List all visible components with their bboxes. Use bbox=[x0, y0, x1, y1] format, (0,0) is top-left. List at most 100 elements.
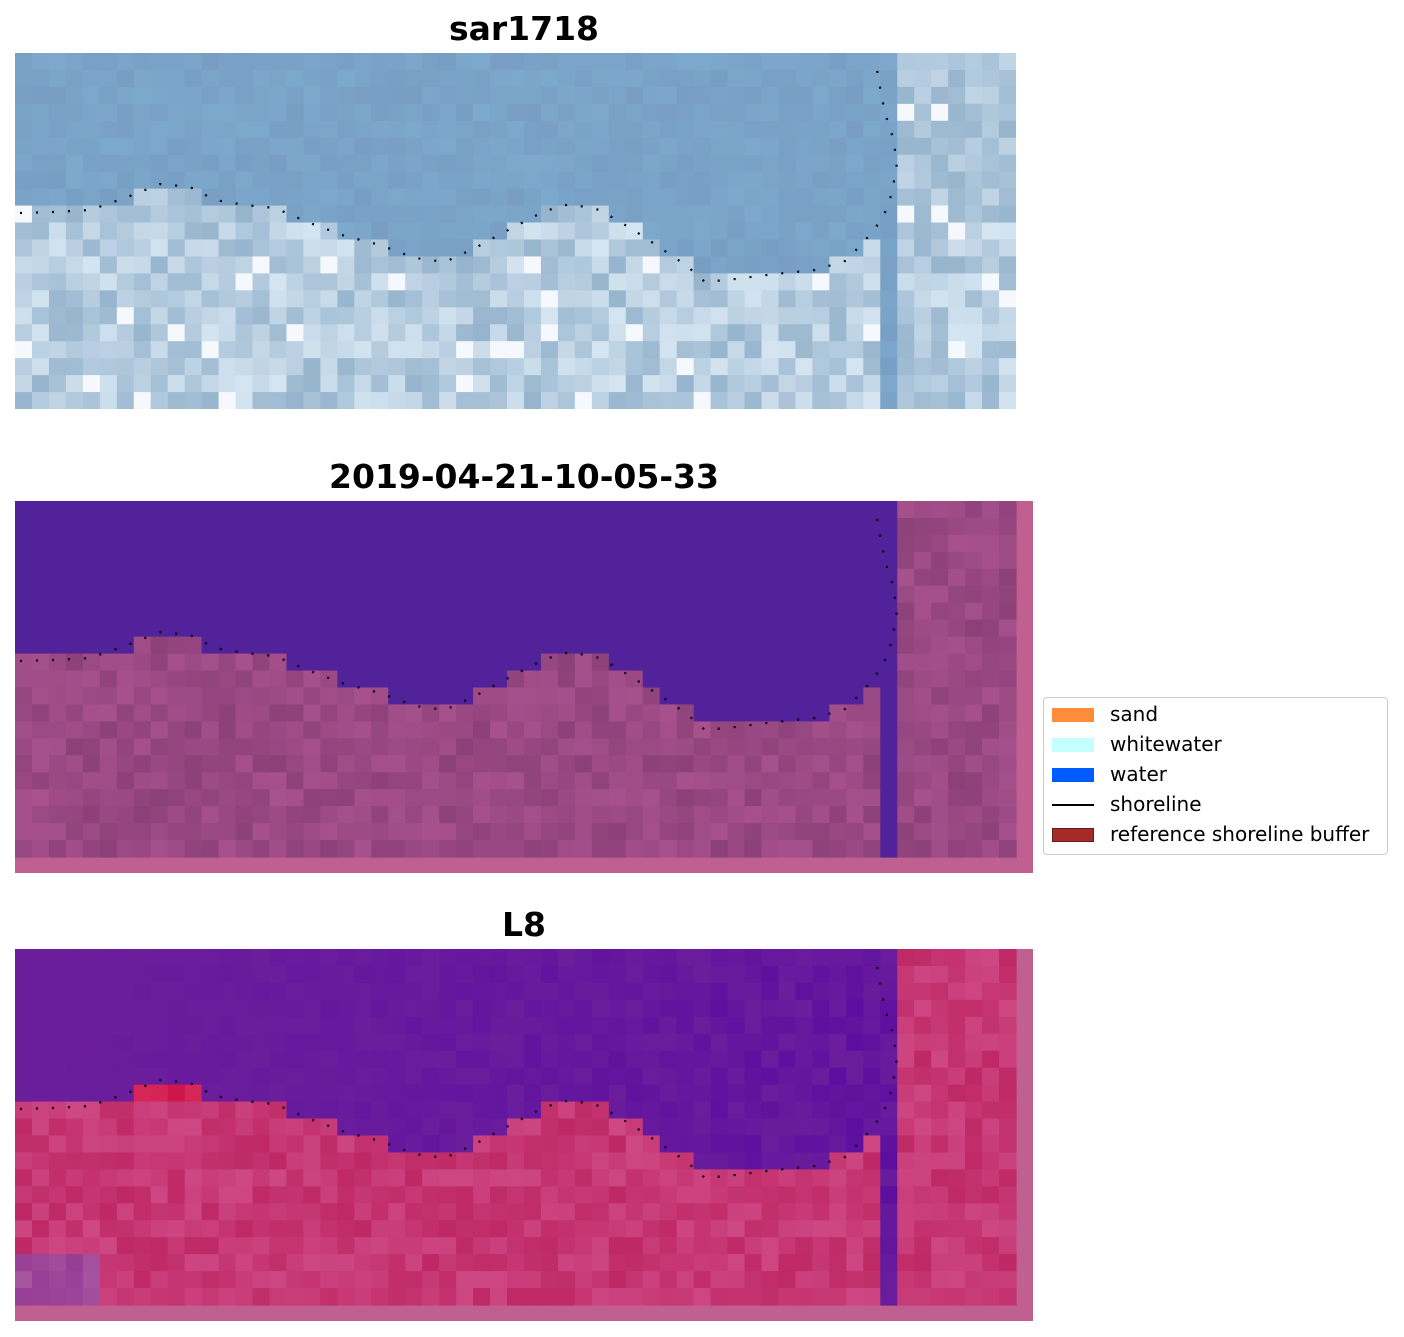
pixel bbox=[48, 222, 67, 241]
pixel bbox=[354, 53, 372, 71]
pixel bbox=[184, 239, 203, 258]
pixel bbox=[693, 772, 712, 790]
pixel bbox=[269, 982, 288, 1001]
pixel bbox=[693, 137, 712, 156]
pixel bbox=[897, 772, 915, 790]
pixel bbox=[863, 517, 881, 536]
pixel bbox=[439, 205, 457, 224]
pixel bbox=[150, 222, 169, 241]
pixel bbox=[388, 1271, 406, 1289]
pixel bbox=[540, 602, 559, 621]
pixel bbox=[65, 738, 84, 756]
pixel bbox=[744, 670, 763, 689]
pixel bbox=[625, 568, 644, 587]
pixel bbox=[965, 1220, 983, 1238]
pixel bbox=[608, 222, 627, 241]
pixel bbox=[608, 358, 627, 376]
pixel bbox=[269, 965, 288, 984]
pixel bbox=[880, 273, 898, 291]
pixel bbox=[710, 602, 729, 621]
pixel bbox=[999, 307, 1016, 325]
pixel bbox=[795, 738, 814, 756]
pixel bbox=[999, 806, 1017, 824]
pixel bbox=[642, 755, 661, 773]
pixel bbox=[676, 1152, 695, 1170]
pixel bbox=[676, 670, 695, 689]
pixel bbox=[490, 53, 508, 71]
pixel bbox=[591, 949, 610, 967]
pixel bbox=[473, 137, 491, 156]
pixel bbox=[405, 965, 423, 984]
pixel bbox=[320, 1016, 338, 1035]
pixel bbox=[235, 721, 254, 739]
pixel bbox=[948, 517, 966, 536]
pixel bbox=[15, 222, 33, 241]
pixel bbox=[116, 1135, 135, 1154]
pixel bbox=[337, 670, 355, 689]
pixel bbox=[269, 1203, 288, 1221]
pixel bbox=[761, 687, 780, 706]
pixel bbox=[523, 721, 542, 739]
pixel bbox=[473, 1084, 491, 1103]
pixel bbox=[405, 154, 423, 173]
pixel bbox=[303, 738, 321, 756]
pixel bbox=[540, 154, 559, 173]
pixel bbox=[897, 103, 915, 122]
pixel bbox=[388, 982, 406, 1001]
pixel bbox=[388, 636, 406, 655]
pixel bbox=[965, 1254, 983, 1272]
pixel bbox=[167, 1033, 186, 1052]
pixel bbox=[184, 375, 203, 393]
pixel bbox=[286, 551, 305, 570]
pixel bbox=[473, 1220, 491, 1238]
pixel bbox=[761, 341, 780, 359]
pixel bbox=[863, 1237, 881, 1255]
pixel bbox=[693, 755, 712, 773]
pixel bbox=[184, 1220, 203, 1238]
pixel bbox=[540, 1220, 559, 1238]
pixel bbox=[167, 551, 186, 570]
pixel bbox=[456, 1084, 474, 1103]
pixel bbox=[795, 290, 814, 308]
pixel bbox=[846, 738, 864, 756]
pixel bbox=[235, 823, 254, 841]
pixel bbox=[235, 86, 254, 105]
pixel bbox=[557, 1118, 576, 1137]
pixel bbox=[625, 670, 644, 689]
pixel bbox=[846, 687, 864, 706]
pixel bbox=[439, 738, 457, 756]
pixel bbox=[65, 1186, 84, 1204]
pixel bbox=[286, 1237, 305, 1255]
pixel bbox=[269, 205, 288, 224]
pixel bbox=[184, 307, 203, 325]
pixel bbox=[727, 670, 746, 689]
pixel bbox=[48, 1033, 67, 1052]
pixel bbox=[507, 392, 525, 409]
pixel bbox=[812, 704, 830, 722]
pixel bbox=[591, 999, 610, 1018]
pixel bbox=[863, 704, 881, 722]
pixel bbox=[914, 755, 932, 773]
pixel bbox=[354, 1050, 372, 1069]
pixel bbox=[591, 806, 610, 824]
pixel bbox=[557, 1152, 576, 1170]
pixel bbox=[337, 307, 355, 325]
pixel bbox=[48, 517, 67, 536]
pixel bbox=[15, 738, 33, 756]
pixel bbox=[371, 392, 389, 409]
pixel bbox=[167, 823, 186, 841]
pixel bbox=[422, 222, 440, 241]
pixel bbox=[320, 341, 338, 359]
pixel bbox=[574, 1033, 593, 1052]
pixel bbox=[303, 120, 321, 139]
pixel bbox=[880, 772, 898, 790]
pixel bbox=[99, 1152, 118, 1170]
pixel bbox=[439, 375, 457, 393]
pixel bbox=[897, 375, 915, 393]
pixel bbox=[846, 86, 864, 105]
pixel bbox=[388, 273, 406, 291]
pixel bbox=[931, 239, 949, 258]
pixel bbox=[829, 585, 847, 604]
pixel bbox=[99, 687, 118, 706]
pixel bbox=[507, 982, 525, 1001]
